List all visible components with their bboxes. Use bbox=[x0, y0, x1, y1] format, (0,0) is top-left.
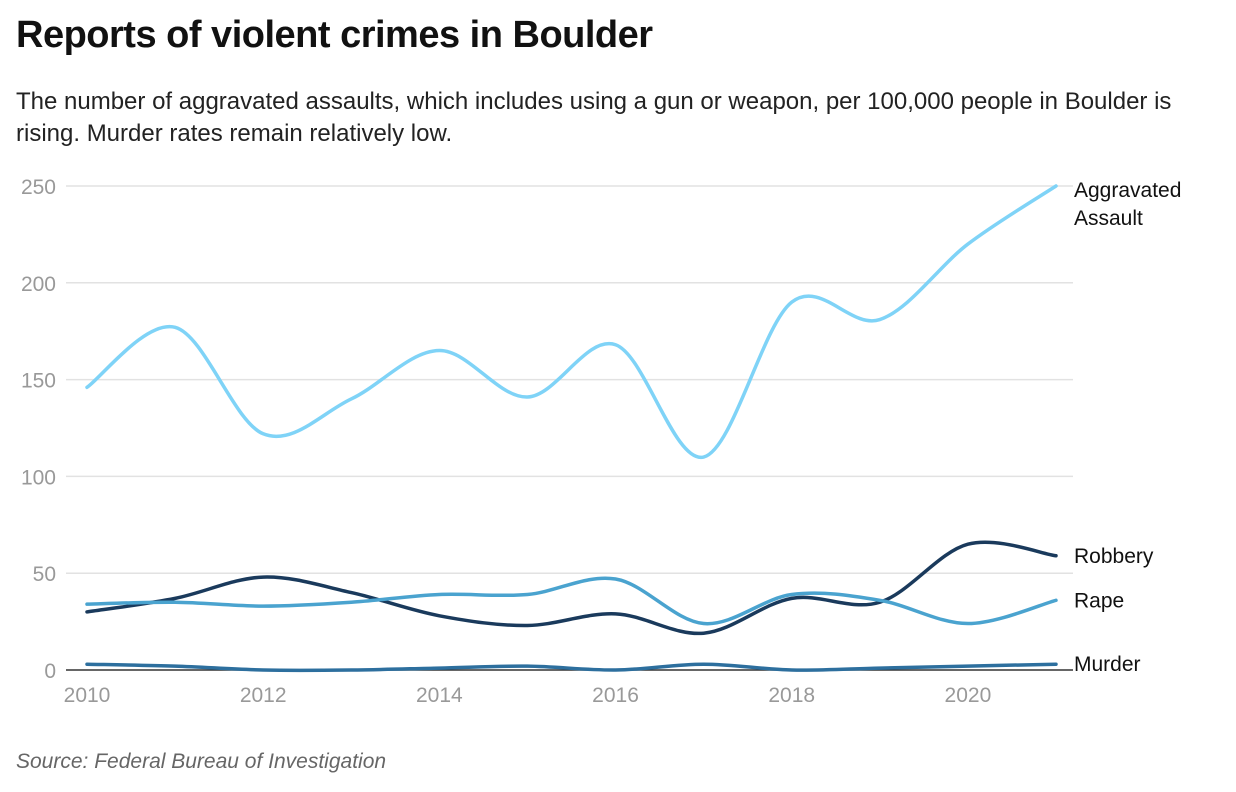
x-tick-label: 2010 bbox=[64, 684, 111, 707]
x-tick-label: 2016 bbox=[592, 684, 639, 707]
series-line-murder bbox=[85, 662, 1058, 673]
series-line-rape bbox=[85, 576, 1058, 626]
series-label-robbery: Robbery bbox=[1074, 545, 1154, 568]
x-tick-label: 2014 bbox=[416, 684, 463, 707]
y-tick-label: 50 bbox=[33, 563, 56, 586]
y-tick-label: 250 bbox=[21, 176, 56, 199]
y-tick-label: 100 bbox=[21, 466, 56, 489]
y-tick-label: 200 bbox=[21, 273, 56, 296]
chart-subtitle: The number of aggravated assaults, which… bbox=[16, 88, 1172, 147]
source-note: Source: Federal Bureau of Investigation bbox=[16, 750, 387, 773]
y-tick-label: 150 bbox=[21, 370, 56, 393]
series-line-robbery bbox=[85, 540, 1058, 636]
x-tick-label: 2018 bbox=[768, 684, 815, 707]
chart-title: Reports of violent crimes in Boulder bbox=[16, 14, 653, 56]
y-tick-label: 0 bbox=[44, 660, 56, 683]
series-label-aggravated-assault: Assault bbox=[1074, 207, 1143, 230]
series-label-murder: Murder bbox=[1074, 653, 1141, 676]
x-tick-label: 2020 bbox=[945, 684, 992, 707]
series-line-aggravated-assault bbox=[85, 184, 1058, 459]
series-label-rape: Rape bbox=[1074, 589, 1124, 612]
line-chart: 0 50 100 150 200 250 2010 2012 2014 2016 2018 2020 A… bbox=[21, 176, 1181, 707]
x-tick-label: 2012 bbox=[240, 684, 287, 707]
series-label-aggravated-assault: Aggravated bbox=[1074, 179, 1181, 202]
